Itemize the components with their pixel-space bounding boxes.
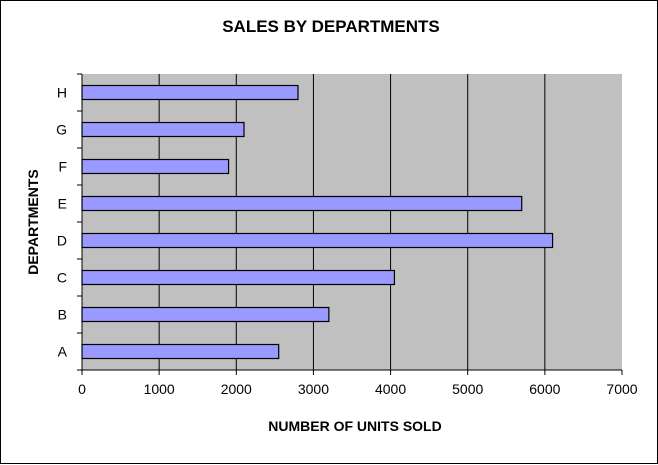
y-tick-label-A: A (58, 344, 68, 360)
x-tick-label-7000: 7000 (606, 381, 637, 397)
bar-G (81, 121, 245, 138)
x-axis-ticks: 0 1000 2000 3000 4000 5000 6000 7000 (78, 370, 638, 397)
y-tick-label-D: D (57, 233, 67, 249)
x-tick-label-1000: 1000 (144, 381, 175, 397)
x-tick-label-6000: 6000 (529, 381, 560, 397)
x-tick-label-4000: 4000 (375, 381, 406, 397)
x-tick-label-3000: 3000 (298, 381, 329, 397)
bar-C (81, 269, 396, 286)
y-tick-label-F: F (58, 159, 67, 175)
y-tick-label-B: B (58, 307, 67, 323)
y-tick-label-C: C (57, 270, 67, 286)
x-tick-label-5000: 5000 (452, 381, 483, 397)
bar-E (81, 195, 523, 212)
bar-F (81, 158, 230, 175)
plot-area (82, 74, 622, 370)
y-tick-label-H: H (57, 85, 67, 101)
x-tick-label-2000: 2000 (221, 381, 252, 397)
x-axis-title: NUMBER OF UNITS SOLD (268, 418, 441, 434)
y-tick-label-G: G (56, 122, 67, 138)
bar-B (81, 306, 330, 323)
bar-H (81, 84, 299, 101)
bar-D (81, 232, 554, 249)
y-axis-ticks: A B C D E F G H (56, 73, 82, 371)
y-tick-label-E: E (58, 196, 67, 212)
y-axis-title: DEPARTMENTS (25, 169, 41, 275)
bar-A (81, 343, 280, 360)
chart-title: SALES BY DEPARTMENTS (222, 17, 440, 36)
x-tick-label-0: 0 (78, 381, 86, 397)
